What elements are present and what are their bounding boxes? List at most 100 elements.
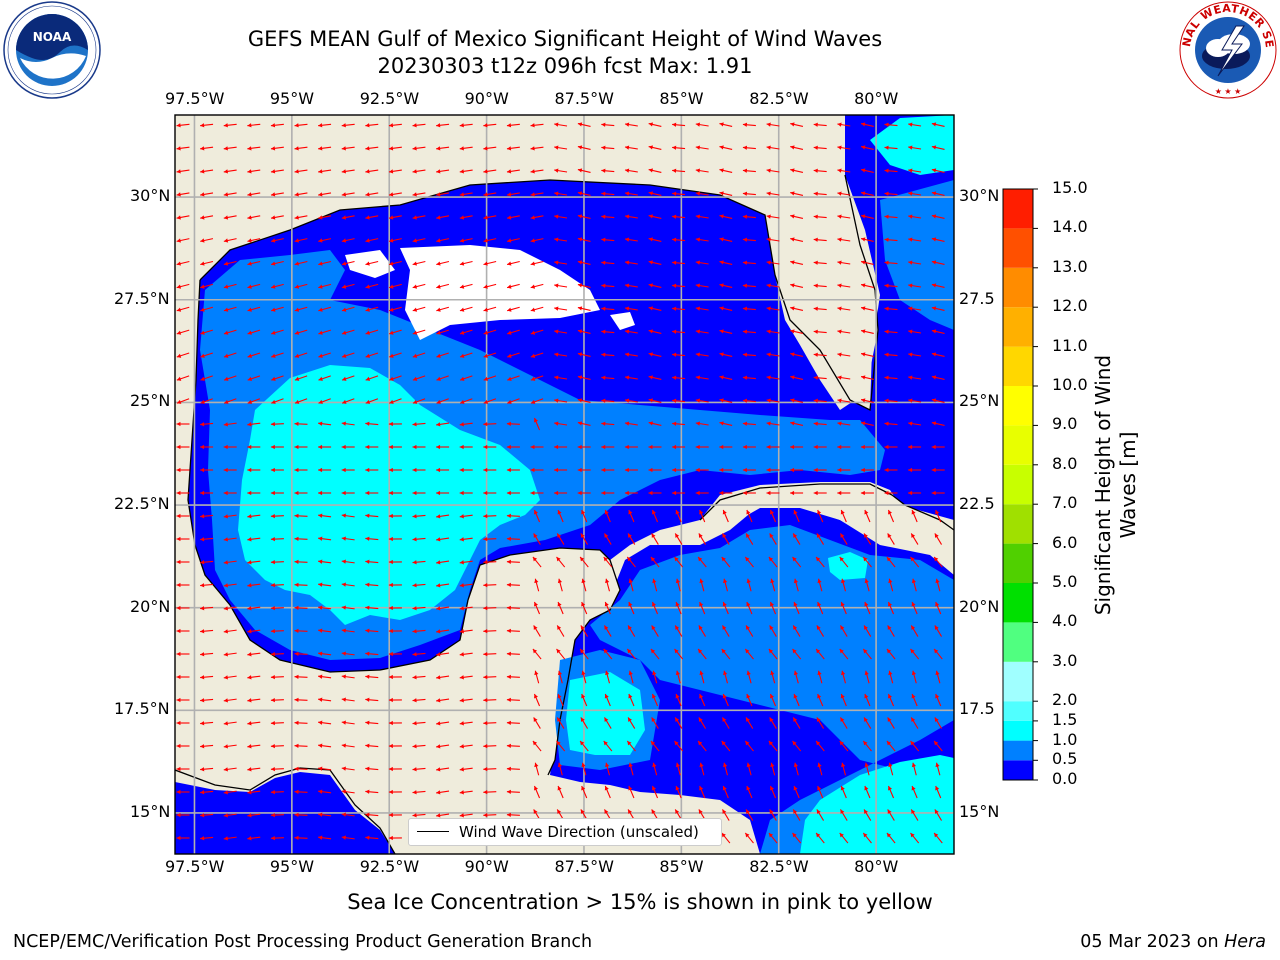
wave-direction-arrow (223, 329, 237, 335)
wave-direction-arrow (412, 583, 426, 588)
lon-tick-label: 92.5°W (359, 857, 420, 876)
wave-direction-arrow (223, 698, 237, 703)
wave-direction-arrow (908, 421, 922, 426)
wave-direction-arrow (769, 809, 777, 821)
wave-direction-arrow (506, 743, 520, 749)
colorbar-tick-label: 8.0 (1052, 453, 1078, 473)
wave-direction-arrow (931, 352, 945, 357)
wave-direction-arrow (412, 146, 426, 151)
wave-direction-arrow (864, 762, 870, 776)
wave-direction-arrow (412, 123, 426, 128)
wave-direction-arrow (436, 283, 450, 289)
wave-direction-arrow (412, 790, 426, 795)
wave-direction-arrow (648, 145, 662, 150)
wave-direction-arrow (674, 740, 684, 752)
wave-direction-arrow (554, 467, 568, 473)
wave-direction-arrow (412, 514, 426, 519)
wave-direction-arrow (601, 306, 615, 311)
wave-direction-arrow (672, 168, 686, 173)
wave-direction-arrow (672, 145, 686, 150)
wave-direction-arrow (651, 533, 659, 545)
wave-direction-arrow (459, 490, 473, 496)
wave-direction-arrow (837, 421, 851, 426)
wave-direction-arrow (601, 375, 615, 380)
wave-direction-arrow (816, 533, 825, 545)
wave-direction-arrow (840, 785, 847, 799)
wave-direction-arrow (817, 578, 823, 592)
wave-direction-arrow (412, 398, 426, 404)
wave-direction-arrow (436, 675, 450, 680)
wave-direction-arrow (837, 490, 851, 496)
wave-direction-arrow (365, 169, 379, 174)
wave-direction-arrow (721, 556, 731, 568)
wave-direction-arrow (719, 145, 733, 150)
lon-tick-label: 87.5°W (554, 89, 614, 108)
wave-direction-arrow (742, 260, 756, 265)
wave-direction-arrow (176, 789, 190, 795)
wave-direction-arrow (580, 533, 589, 545)
wave-direction-arrow (483, 812, 497, 818)
wave-direction-arrow (790, 490, 804, 496)
wave-direction-arrow (436, 560, 450, 565)
wave-direction-arrow (200, 744, 214, 749)
wave-direction-arrow (483, 192, 497, 197)
wave-direction-arrow (506, 490, 520, 496)
wave-direction-arrow (412, 698, 426, 703)
wave-direction-arrow (793, 578, 799, 592)
wave-direction-arrow (176, 536, 190, 542)
wave-direction-arrow (388, 238, 402, 243)
wave-direction-arrow (389, 329, 402, 335)
wave-direction-arrow (506, 720, 520, 726)
wave-direction-arrow (388, 513, 402, 519)
wave-direction-arrow (483, 123, 497, 128)
atlantic-cyan (870, 115, 954, 175)
wave-direction-arrow (176, 215, 190, 220)
wave-direction-arrow (908, 122, 922, 127)
wave-direction-arrow (792, 832, 802, 844)
wave-direction-arrow (579, 556, 589, 568)
wave-direction-arrow (176, 238, 190, 243)
wave-direction-arrow (884, 214, 898, 219)
wave-direction-arrow (436, 698, 450, 703)
wave-direction-arrow (223, 306, 237, 312)
wave-direction-arrow (532, 556, 542, 568)
wave-direction-arrow (294, 238, 308, 243)
wave-direction-arrow (271, 329, 284, 335)
wave-direction-arrow (341, 674, 355, 679)
wave-direction-arrow (742, 283, 756, 288)
wave-direction-arrow (176, 146, 190, 151)
wave-direction-arrow (911, 578, 917, 592)
wave-direction-arrow (910, 717, 919, 729)
wave-direction-arrow (388, 536, 402, 542)
wave-direction-arrow (341, 628, 355, 633)
wave-direction-arrow (271, 375, 284, 381)
gridlines (175, 115, 954, 854)
wave-direction-arrow (766, 122, 780, 127)
wave-direction-arrow (554, 375, 568, 380)
wave-direction-arrow (270, 628, 284, 634)
nodata-patch (400, 245, 600, 340)
wave-direction-arrow (459, 652, 473, 657)
colorbar-segment (1003, 228, 1033, 268)
wave-direction-arrow (862, 740, 872, 752)
wave-direction-arrow (223, 238, 237, 243)
wave-direction-arrow (601, 329, 615, 334)
wave-direction-arrow (412, 675, 426, 680)
wave-direction-arrow (365, 720, 379, 725)
wave-direction-arrow (318, 743, 332, 748)
wave-direction-arrow (910, 740, 920, 752)
wave-direction-arrow (294, 169, 308, 174)
wave-direction-arrow (887, 509, 895, 523)
wave-direction-arrow (365, 490, 379, 496)
wave-direction-arrow (483, 444, 497, 450)
wave-direction-arrow (247, 721, 261, 726)
wave-direction-arrow (223, 422, 237, 427)
wave-direction-arrow (176, 697, 190, 703)
wave-direction-arrow (533, 693, 541, 707)
wave-direction-arrow (459, 744, 473, 749)
lon-tick-label: 87.5°W (554, 857, 614, 876)
wave-direction-arrow (577, 237, 591, 242)
wave-direction-arrow (554, 398, 568, 403)
wave-direction-arrow (554, 237, 568, 242)
wave-direction-arrow (365, 605, 379, 610)
